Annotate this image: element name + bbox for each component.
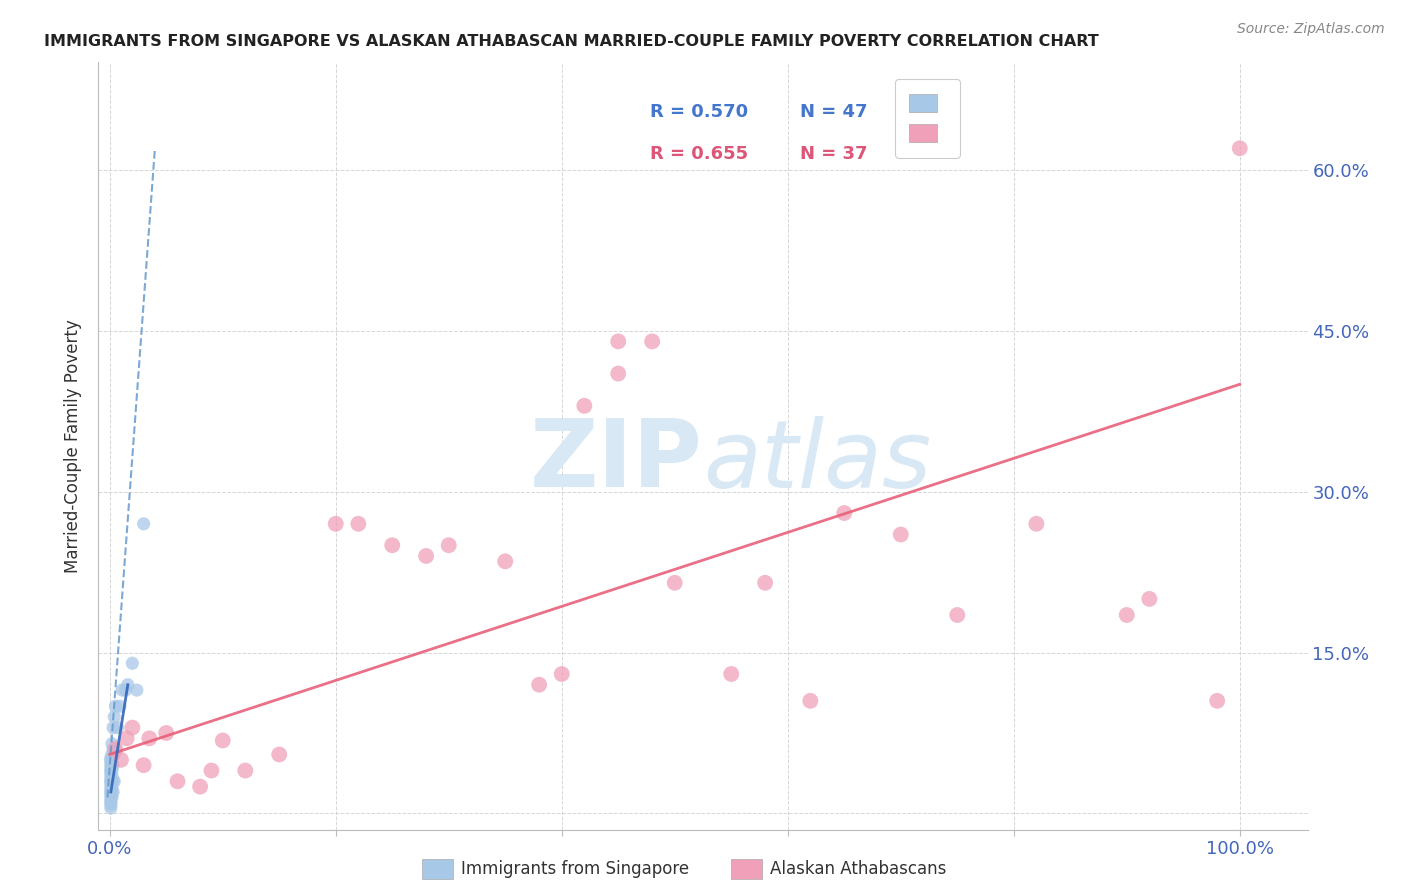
Point <box>101 742 124 756</box>
Point <box>100 794 122 808</box>
Point <box>101 780 124 794</box>
Text: Immigrants from Singapore: Immigrants from Singapore <box>461 860 689 878</box>
Point <box>437 538 460 552</box>
Point <box>1025 516 1047 531</box>
Point <box>1206 694 1229 708</box>
Point <box>101 785 124 799</box>
Point <box>832 506 855 520</box>
Point <box>111 683 134 698</box>
Point <box>138 731 160 746</box>
Point <box>104 699 127 714</box>
Point <box>100 790 122 805</box>
Point <box>269 747 291 762</box>
Point <box>754 575 776 590</box>
Point <box>100 758 122 772</box>
Point <box>121 657 143 671</box>
Point <box>100 764 122 778</box>
Point <box>100 801 122 815</box>
Point <box>946 607 969 622</box>
Point <box>1115 607 1137 622</box>
Point <box>100 769 122 783</box>
Point <box>100 780 122 794</box>
Point <box>211 733 233 747</box>
Point <box>103 710 125 724</box>
Point <box>132 516 155 531</box>
Point <box>108 699 131 714</box>
Point <box>117 678 139 692</box>
Point <box>101 774 124 789</box>
Point <box>494 554 516 568</box>
Point <box>114 683 136 698</box>
Point <box>200 764 222 778</box>
Point <box>101 737 124 751</box>
Point <box>607 367 630 381</box>
Point <box>100 776 122 790</box>
Text: R = 0.655: R = 0.655 <box>650 145 748 163</box>
Point <box>101 758 124 772</box>
Point <box>104 742 127 756</box>
Text: Source: ZipAtlas.com: Source: ZipAtlas.com <box>1237 22 1385 37</box>
Point <box>103 747 125 762</box>
Y-axis label: Married-Couple Family Poverty: Married-Couple Family Poverty <box>65 319 83 573</box>
Point <box>101 790 124 805</box>
Text: R = 0.570: R = 0.570 <box>650 103 748 121</box>
Point <box>121 721 143 735</box>
Point <box>381 538 404 552</box>
Text: N = 37: N = 37 <box>800 145 868 163</box>
Point <box>100 761 122 775</box>
Text: atlas: atlas <box>703 416 931 507</box>
Point <box>132 758 155 772</box>
Point <box>890 527 912 541</box>
Point <box>155 726 177 740</box>
Point <box>100 765 122 780</box>
Legend: , : , <box>896 79 960 158</box>
Text: IMMIGRANTS FROM SINGAPORE VS ALASKAN ATHABASCAN MARRIED-COUPLE FAMILY POVERTY CO: IMMIGRANTS FROM SINGAPORE VS ALASKAN ATH… <box>44 34 1098 49</box>
Point <box>100 787 122 801</box>
Point <box>100 785 122 799</box>
Point <box>100 796 122 810</box>
Point <box>100 774 122 789</box>
Point <box>107 721 129 735</box>
Point <box>101 721 124 735</box>
Point <box>166 774 188 789</box>
Point <box>100 753 122 767</box>
Point <box>415 549 437 563</box>
Point <box>101 747 124 762</box>
Point <box>188 780 211 794</box>
Point <box>347 516 370 531</box>
Point <box>101 785 124 799</box>
Point <box>799 694 821 708</box>
Point <box>115 731 138 746</box>
Point <box>101 769 124 783</box>
Point <box>233 764 256 778</box>
Point <box>100 782 122 797</box>
Point <box>100 797 122 812</box>
Point <box>100 750 122 764</box>
Text: ZIP: ZIP <box>530 416 703 508</box>
Point <box>125 683 148 698</box>
Point <box>104 742 127 756</box>
Point <box>325 516 347 531</box>
Text: Alaskan Athabascans: Alaskan Athabascans <box>770 860 946 878</box>
Point <box>664 575 686 590</box>
Point <box>1229 141 1251 155</box>
Point <box>101 758 124 772</box>
Point <box>551 667 574 681</box>
Point <box>1137 591 1160 606</box>
Point <box>527 678 550 692</box>
Point <box>607 334 630 349</box>
Point <box>720 667 742 681</box>
Point <box>101 774 124 789</box>
Point <box>100 755 122 769</box>
Point <box>641 334 664 349</box>
Point <box>103 774 125 789</box>
Text: N = 47: N = 47 <box>800 103 868 121</box>
Point <box>101 764 124 778</box>
Point <box>574 399 596 413</box>
Point <box>100 772 122 786</box>
Point <box>110 753 132 767</box>
